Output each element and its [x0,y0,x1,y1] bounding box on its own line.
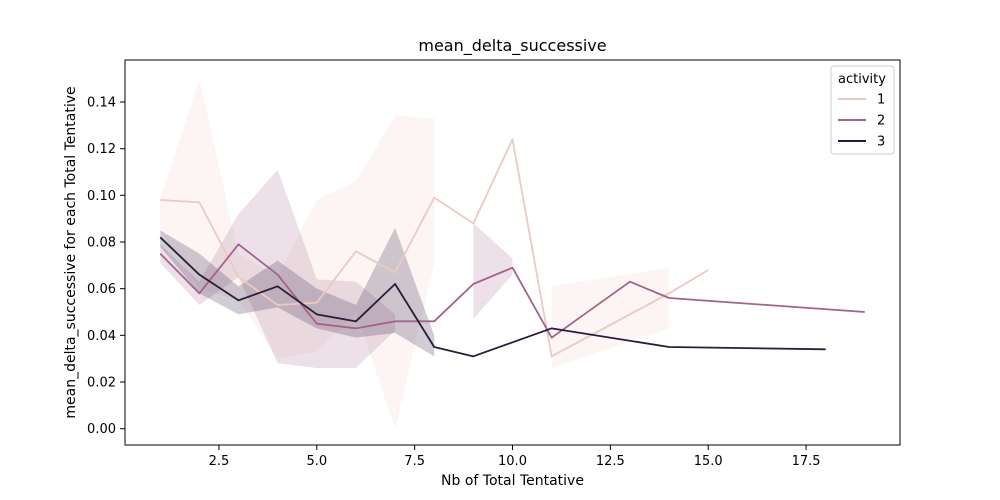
series-lines [159,138,865,358]
y-tick-label: 0.06 [87,282,116,297]
x-tick-label: 7.5 [404,454,425,469]
x-tick-label: 12.5 [596,454,625,469]
x-axis-ticks: 2.5 5.0 7.5 10.0 12.5 15.0 17.5 [209,445,821,469]
legend-label: 2 [877,114,885,129]
x-axis-label: Nb of Total Tentative [441,473,584,489]
y-axis-label: mean_delta_successive for each Total Ten… [63,86,79,418]
legend-label: 1 [877,93,885,108]
y-tick-label: 0.00 [87,422,116,437]
legend-label: 3 [877,135,885,150]
y-tick-label: 0.14 [87,96,116,111]
series-line-2 [159,243,865,339]
y-tick-label: 0.08 [87,236,116,251]
x-tick-label: 5.0 [306,454,327,469]
y-tick-label: 0.12 [87,142,116,157]
x-tick-label: 2.5 [209,454,230,469]
x-tick-label: 15.0 [694,454,723,469]
confidence-band-series-3 [160,228,435,357]
confidence-band-series-2 [473,223,513,319]
x-tick-label: 10.0 [498,454,527,469]
legend-items: 1 2 3 [838,93,885,150]
legend: activity 1 2 3 [830,65,895,155]
legend-box [830,65,895,155]
confidence-band-series-1 [160,78,435,429]
y-axis-ticks: 0.00 0.02 0.04 0.06 0.08 0.10 0.12 0.14 [87,96,125,437]
chart-title: mean_delta_successive [418,36,606,56]
confidence-band-series-1 [551,267,670,368]
y-tick-label: 0.04 [87,329,116,344]
x-tick-label: 17.5 [792,454,821,469]
legend-title: activity [838,72,886,87]
y-tick-label: 0.10 [87,189,116,204]
y-tick-label: 0.02 [87,376,116,391]
series-line-1 [160,138,709,358]
series-line-3 [159,236,826,358]
